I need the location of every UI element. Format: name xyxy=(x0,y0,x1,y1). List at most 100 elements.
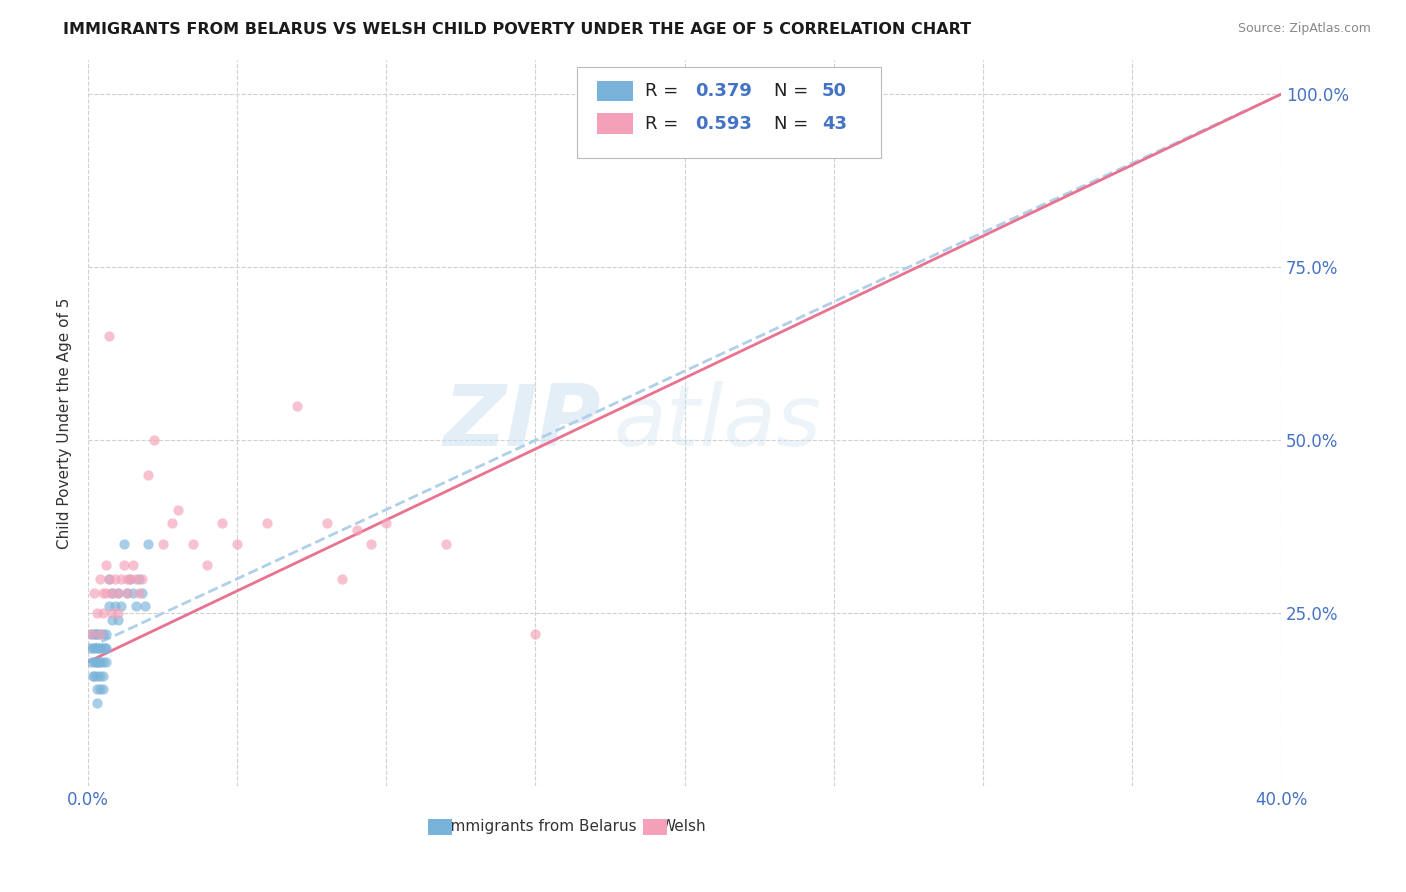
Point xyxy=(134,599,156,614)
Point xyxy=(285,399,308,413)
Text: ZIP: ZIP xyxy=(443,382,600,465)
Point xyxy=(89,640,111,655)
Point xyxy=(83,585,105,599)
Point xyxy=(142,434,165,448)
Text: N =: N = xyxy=(775,82,808,100)
Text: IMMIGRANTS FROM BELARUS VS WELSH CHILD POVERTY UNDER THE AGE OF 5 CORRELATION CH: IMMIGRANTS FROM BELARUS VS WELSH CHILD P… xyxy=(63,22,972,37)
Point xyxy=(94,627,117,641)
Point xyxy=(98,329,121,343)
Point xyxy=(94,655,117,669)
Point xyxy=(360,537,382,551)
Point xyxy=(91,668,114,682)
Point xyxy=(91,682,114,697)
Point xyxy=(83,627,105,641)
Point xyxy=(118,572,141,586)
Point xyxy=(86,682,108,697)
Point xyxy=(86,627,108,641)
Point xyxy=(115,585,138,599)
Point xyxy=(110,599,132,614)
Point xyxy=(98,572,121,586)
Point xyxy=(125,572,148,586)
Point xyxy=(107,585,129,599)
Point xyxy=(82,668,104,682)
Text: 50: 50 xyxy=(821,82,846,100)
Point xyxy=(91,655,114,669)
Point xyxy=(83,655,105,669)
Point xyxy=(166,502,188,516)
Point xyxy=(94,585,117,599)
Point xyxy=(86,655,108,669)
Text: R =: R = xyxy=(645,82,679,100)
Point xyxy=(89,627,111,641)
FancyBboxPatch shape xyxy=(427,819,451,835)
Point xyxy=(375,516,398,531)
Text: Source: ZipAtlas.com: Source: ZipAtlas.com xyxy=(1237,22,1371,36)
Point xyxy=(211,516,233,531)
Point xyxy=(89,572,111,586)
Point xyxy=(107,613,129,627)
Point xyxy=(122,558,145,572)
Text: 43: 43 xyxy=(821,114,846,133)
Point xyxy=(122,585,145,599)
Point xyxy=(101,607,124,621)
FancyBboxPatch shape xyxy=(598,80,633,101)
Point xyxy=(346,523,368,537)
Y-axis label: Child Poverty Under the Age of 5: Child Poverty Under the Age of 5 xyxy=(58,297,72,549)
Text: R =: R = xyxy=(645,114,679,133)
Point xyxy=(160,516,183,531)
Point xyxy=(101,585,124,599)
Point xyxy=(330,572,353,586)
Point xyxy=(84,627,107,641)
Point xyxy=(86,607,108,621)
Point xyxy=(181,537,204,551)
FancyBboxPatch shape xyxy=(598,113,633,134)
Point xyxy=(86,668,108,682)
FancyBboxPatch shape xyxy=(578,67,882,158)
Text: Immigrants from Belarus: Immigrants from Belarus xyxy=(446,819,637,834)
Text: 0.593: 0.593 xyxy=(696,114,752,133)
Point xyxy=(136,537,159,551)
Point xyxy=(115,585,138,599)
Point xyxy=(89,627,111,641)
Text: Welsh: Welsh xyxy=(661,819,706,834)
Point xyxy=(93,640,115,655)
Point xyxy=(87,640,110,655)
Point xyxy=(89,682,111,697)
Point xyxy=(84,655,107,669)
Point xyxy=(115,572,138,586)
Point xyxy=(107,607,129,621)
Point xyxy=(107,585,129,599)
Point xyxy=(89,668,111,682)
Point xyxy=(91,607,114,621)
Point xyxy=(94,558,117,572)
Point xyxy=(524,627,547,641)
Point xyxy=(98,599,121,614)
Point xyxy=(83,668,105,682)
Point xyxy=(112,558,135,572)
Point xyxy=(118,572,141,586)
Point xyxy=(128,585,150,599)
Point xyxy=(82,640,104,655)
Point xyxy=(86,696,108,710)
Point xyxy=(197,558,219,572)
Point xyxy=(104,572,127,586)
Point xyxy=(83,640,105,655)
Point xyxy=(125,599,148,614)
Point xyxy=(152,537,174,551)
Point xyxy=(131,585,153,599)
Point xyxy=(80,627,103,641)
Point xyxy=(136,467,159,482)
Point xyxy=(87,655,110,669)
Point xyxy=(94,640,117,655)
Point xyxy=(91,640,114,655)
Point xyxy=(315,516,337,531)
Point xyxy=(112,537,135,551)
Point xyxy=(226,537,249,551)
Text: N =: N = xyxy=(775,114,808,133)
Point xyxy=(256,516,278,531)
Point xyxy=(91,585,114,599)
Point xyxy=(86,640,108,655)
Point xyxy=(98,572,121,586)
Text: 0.379: 0.379 xyxy=(696,82,752,100)
Text: atlas: atlas xyxy=(613,382,821,465)
